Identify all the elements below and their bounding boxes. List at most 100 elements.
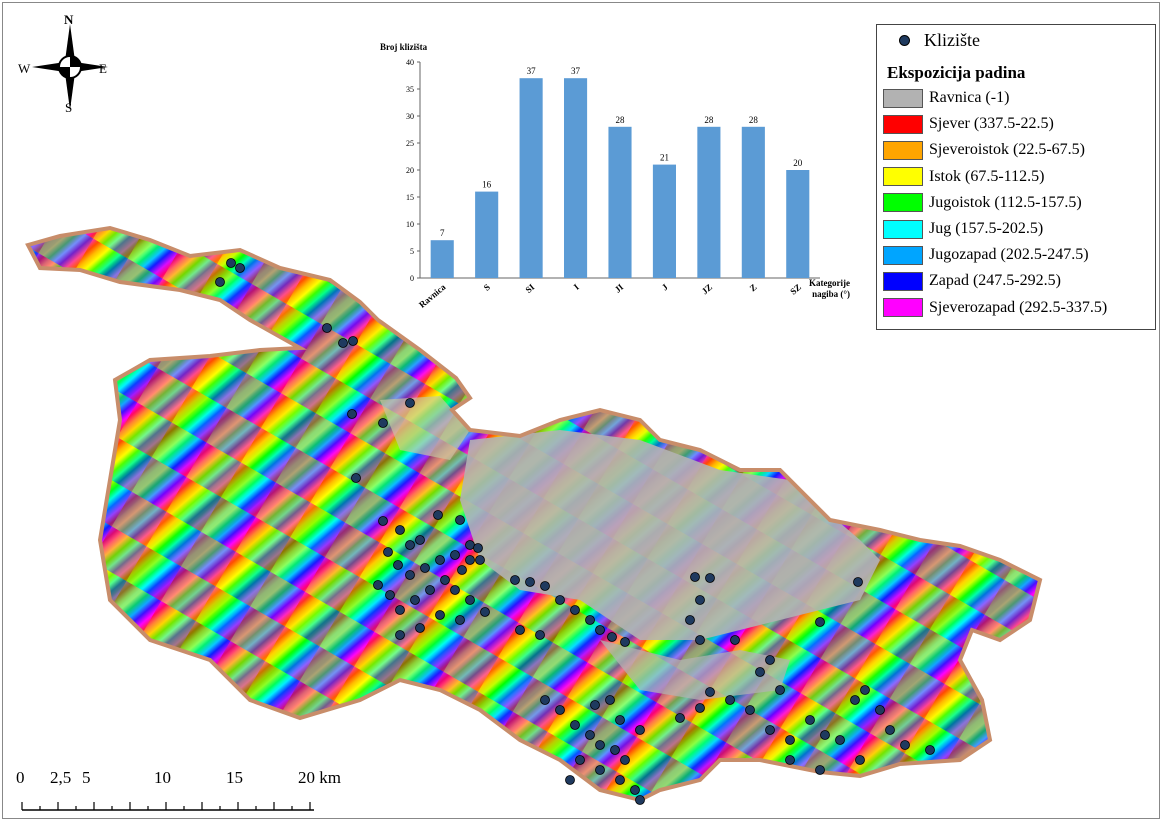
legend-swatch (883, 193, 923, 213)
chart-bars: 7 16 37 37 28 21 28 28 20 (430, 66, 810, 278)
landslide-point (815, 765, 825, 775)
landslide-point (535, 630, 545, 640)
chart-bar (564, 78, 588, 278)
compass-west-label: W (18, 61, 31, 76)
landslide-point (820, 730, 830, 740)
legend-item-label: Zapad (247.5-292.5) (929, 272, 1061, 290)
landslide-point (695, 635, 705, 645)
landslide-point (585, 730, 595, 740)
scale-label: 20 km (298, 768, 341, 787)
chart-bar (608, 126, 632, 278)
landslide-point (226, 258, 236, 268)
landslide-point (570, 720, 580, 730)
landslide-point (450, 585, 460, 595)
landslide-point (695, 595, 705, 605)
landslide-point (457, 565, 467, 575)
chart-y-ticks: 0 5 10 15 20 25 30 35 40 (406, 58, 420, 283)
landslide-point (605, 695, 615, 705)
legend-item: Jug (157.5-202.5) (883, 218, 1043, 240)
landslide-point (540, 581, 550, 591)
landslide-point (635, 725, 645, 735)
landslide-point (440, 575, 450, 585)
landslide-point (785, 735, 795, 745)
landslide-point (607, 632, 617, 642)
legend-item-label: Sjever (337.5-22.5) (929, 115, 1054, 133)
chart-bar (519, 78, 543, 278)
chart-y-tick-label: 25 (406, 139, 414, 148)
chart-y-tick-label: 35 (406, 85, 414, 94)
chart-bar (741, 126, 765, 278)
landslide-point (730, 635, 740, 645)
legend-item: Sjeverozapad (292.5-337.5) (883, 297, 1107, 319)
landslide-point (595, 625, 605, 635)
landslide-point (433, 510, 443, 520)
landslide-point (395, 630, 405, 640)
landslide-point (525, 577, 535, 587)
landslide-point (755, 667, 765, 677)
landslide-point (835, 735, 845, 745)
landslide-bar-chart: Broj klizišta 0 5 10 15 20 25 30 35 40 7 16 37 37 28… (380, 42, 850, 310)
scale-label: 15 (226, 768, 243, 787)
landslide-point (347, 409, 357, 419)
landslide-point (555, 705, 565, 715)
landslide-point (860, 685, 870, 695)
chart-x-tick-label: Z (748, 282, 759, 294)
landslide-point (705, 573, 715, 583)
landslide-point (405, 398, 415, 408)
landslide-point (455, 615, 465, 625)
legend-landslide-entry: Klizište (899, 29, 980, 51)
landslide-point (465, 595, 475, 605)
chart-y-tick-label: 10 (406, 220, 414, 229)
legend-swatch (883, 140, 923, 160)
chart-y-tick-label: 30 (406, 112, 414, 121)
chart-data-label: 37 (527, 66, 537, 76)
legend-item-label: Sjeveroistok (22.5-67.5) (929, 141, 1085, 159)
legend-item: Jugoistok (112.5-157.5) (883, 192, 1082, 214)
legend-item: Istok (67.5-112.5) (883, 166, 1044, 188)
chart-bar (697, 126, 721, 278)
legend-landslide-label: Klizište (924, 29, 980, 50)
landslide-point (690, 572, 700, 582)
landslide-point (378, 516, 388, 526)
landslide-point (630, 785, 640, 795)
legend-item-label: Jugozapad (202.5-247.5) (929, 246, 1089, 264)
landslide-point (415, 623, 425, 633)
landslide-point (405, 540, 415, 550)
landslide-point-icon (899, 34, 910, 46)
landslide-points (215, 258, 935, 805)
landslide-point (675, 713, 685, 723)
chart-x-tick-label: S (482, 282, 492, 293)
chart-x-tick-label: SI (523, 282, 536, 295)
north-arrow: N S E W (18, 12, 118, 116)
legend-swatch (883, 245, 923, 265)
landslide-point (590, 700, 600, 710)
landslide-point (695, 703, 705, 713)
legend-item: Zapad (247.5-292.5) (883, 270, 1061, 292)
landslide-point (885, 725, 895, 735)
compass-north-label: N (64, 12, 74, 27)
map-legend: Klizište Ekspozicija padina Ravnica (-1)… (876, 24, 1156, 330)
chart-bar (430, 240, 454, 278)
landslide-point (610, 745, 620, 755)
chart-x-tick-label: Ravnica (417, 282, 448, 310)
landslide-point (805, 715, 815, 725)
legend-item-label: Ravnica (-1) (929, 89, 1010, 106)
chart-bar (475, 191, 499, 278)
landslide-point (745, 705, 755, 715)
landslide-point (725, 695, 735, 705)
landslide-point (855, 755, 865, 765)
landslide-point (875, 705, 885, 715)
legend-swatch (883, 114, 923, 134)
chart-data-label: 21 (660, 153, 669, 163)
landslide-point (348, 336, 358, 346)
landslide-point (455, 515, 465, 525)
landslide-point (570, 605, 580, 615)
landslide-point (385, 590, 395, 600)
landslide-point (235, 263, 245, 273)
chart-y-tick-label: 5 (410, 247, 414, 256)
landslide-point (575, 755, 585, 765)
landslide-point (435, 555, 445, 565)
chart-data-label: 20 (793, 158, 803, 168)
landslide-point (480, 607, 490, 617)
